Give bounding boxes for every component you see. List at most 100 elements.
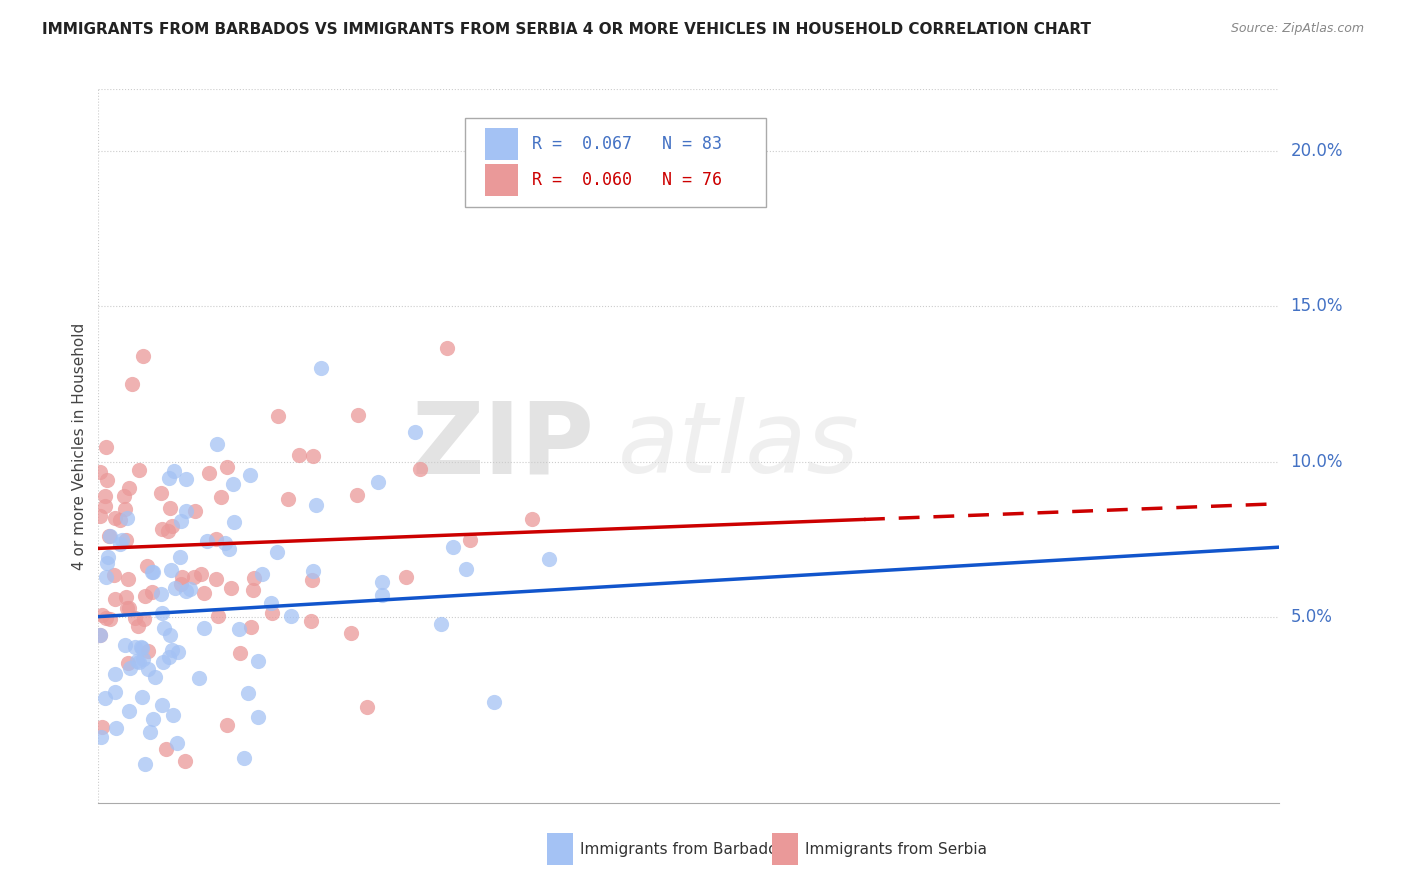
- Immigrants from Serbia: [136, 644, 159, 658]
- FancyBboxPatch shape: [485, 164, 517, 196]
- Immigrants from Barbados: [104, 684, 127, 698]
- Immigrants from Serbia: [90, 608, 112, 623]
- Immigrants from Barbados: [104, 666, 127, 681]
- Immigrants from Barbados: [118, 704, 141, 718]
- Immigrants from Barbados: [89, 628, 111, 642]
- Immigrants from Serbia: [149, 486, 172, 500]
- Immigrants from Serbia: [114, 502, 136, 516]
- Immigrants from Barbados: [131, 690, 153, 705]
- Immigrants from Serbia: [128, 462, 150, 476]
- Immigrants from Barbados: [305, 499, 328, 513]
- Immigrants from Serbia: [104, 511, 127, 525]
- Immigrants from Barbados: [131, 641, 153, 656]
- Immigrants from Barbados: [169, 514, 191, 528]
- Immigrants from Barbados: [96, 557, 118, 571]
- Immigrants from Barbados: [128, 655, 150, 669]
- Text: ZIP: ZIP: [412, 398, 595, 494]
- Immigrants from Barbados: [195, 534, 218, 549]
- Immigrants from Barbados: [484, 695, 506, 709]
- Immigrants from Barbados: [98, 528, 121, 542]
- Immigrants from Serbia: [96, 440, 118, 454]
- Immigrants from Serbia: [89, 466, 111, 480]
- Immigrants from Barbados: [309, 360, 332, 375]
- Immigrants from Serbia: [409, 462, 432, 476]
- Immigrants from Serbia: [159, 501, 181, 516]
- Immigrants from Serbia: [277, 492, 299, 507]
- FancyBboxPatch shape: [485, 128, 517, 161]
- Immigrants from Barbados: [153, 621, 176, 635]
- Immigrants from Barbados: [97, 550, 120, 565]
- Immigrants from Barbados: [155, 839, 177, 854]
- Immigrants from Serbia: [346, 488, 368, 502]
- Immigrants from Barbados: [247, 710, 270, 724]
- Immigrants from Barbados: [233, 751, 256, 765]
- Immigrants from Barbados: [430, 617, 453, 632]
- Text: 15.0%: 15.0%: [1291, 297, 1343, 316]
- Immigrants from Serbia: [94, 610, 117, 624]
- Immigrants from Barbados: [302, 564, 325, 578]
- Immigrants from Serbia: [215, 460, 238, 475]
- Immigrants from Serbia: [141, 585, 163, 599]
- Immigrants from Barbados: [252, 567, 274, 582]
- Immigrants from Serbia: [98, 612, 121, 626]
- Immigrants from Barbados: [96, 570, 118, 584]
- Immigrants from Barbados: [120, 661, 142, 675]
- Immigrants from Serbia: [183, 570, 205, 584]
- Immigrants from Serbia: [98, 529, 121, 543]
- Immigrants from Serbia: [209, 490, 232, 504]
- Immigrants from Serbia: [260, 607, 283, 621]
- Immigrants from Barbados: [441, 540, 464, 554]
- Immigrants from Serbia: [115, 590, 138, 604]
- Text: IMMIGRANTS FROM BARBADOS VS IMMIGRANTS FROM SERBIA 4 OR MORE VEHICLES IN HOUSEHO: IMMIGRANTS FROM BARBADOS VS IMMIGRANTS F…: [42, 22, 1091, 37]
- Text: R =  0.060   N = 76: R = 0.060 N = 76: [531, 171, 721, 189]
- Immigrants from Serbia: [103, 568, 125, 582]
- Immigrants from Barbados: [150, 587, 173, 601]
- Immigrants from Serbia: [134, 589, 156, 603]
- Immigrants from Barbados: [193, 621, 215, 635]
- FancyBboxPatch shape: [547, 833, 574, 865]
- FancyBboxPatch shape: [464, 118, 766, 207]
- Immigrants from Barbados: [218, 541, 240, 556]
- Immigrants from Barbados: [143, 670, 166, 684]
- Immigrants from Serbia: [110, 513, 132, 527]
- Immigrants from Barbados: [152, 655, 174, 669]
- Immigrants from Serbia: [346, 408, 368, 422]
- Immigrants from Barbados: [247, 654, 270, 668]
- Immigrants from Serbia: [243, 571, 266, 585]
- Immigrants from Barbados: [371, 575, 394, 590]
- Immigrants from Barbados: [367, 475, 389, 490]
- Immigrants from Barbados: [167, 645, 190, 659]
- Immigrants from Barbados: [174, 471, 197, 485]
- FancyBboxPatch shape: [772, 833, 797, 865]
- Immigrants from Barbados: [160, 563, 183, 577]
- Immigrants from Serbia: [127, 619, 149, 633]
- Immigrants from Barbados: [165, 581, 187, 595]
- Immigrants from Serbia: [117, 601, 139, 615]
- Immigrants from Serbia: [93, 499, 115, 513]
- Immigrants from Serbia: [207, 608, 229, 623]
- Immigrants from Barbados: [370, 588, 392, 602]
- Immigrants from Barbados: [159, 649, 181, 664]
- Immigrants from Serbia: [240, 620, 263, 634]
- Immigrants from Serbia: [117, 657, 139, 671]
- Immigrants from Serbia: [458, 533, 481, 547]
- Immigrants from Serbia: [89, 628, 111, 642]
- Immigrants from Barbados: [454, 562, 477, 576]
- Text: Source: ZipAtlas.com: Source: ZipAtlas.com: [1230, 22, 1364, 36]
- Text: R =  0.067   N = 83: R = 0.067 N = 83: [531, 136, 721, 153]
- Immigrants from Serbia: [217, 717, 239, 731]
- Immigrants from Serbia: [205, 532, 228, 546]
- Immigrants from Barbados: [266, 544, 288, 558]
- Immigrants from Serbia: [267, 409, 290, 423]
- Immigrants from Serbia: [135, 558, 157, 573]
- Immigrants from Serbia: [301, 574, 323, 588]
- Immigrants from Barbados: [174, 583, 197, 598]
- Immigrants from Barbados: [214, 536, 236, 550]
- Immigrants from Serbia: [157, 524, 180, 539]
- Immigrants from Barbados: [181, 812, 204, 826]
- Immigrants from Barbados: [114, 638, 136, 652]
- Immigrants from Barbados: [124, 640, 146, 654]
- Immigrants from Serbia: [160, 519, 183, 533]
- Immigrants from Serbia: [356, 700, 378, 714]
- Immigrants from Barbados: [94, 690, 117, 705]
